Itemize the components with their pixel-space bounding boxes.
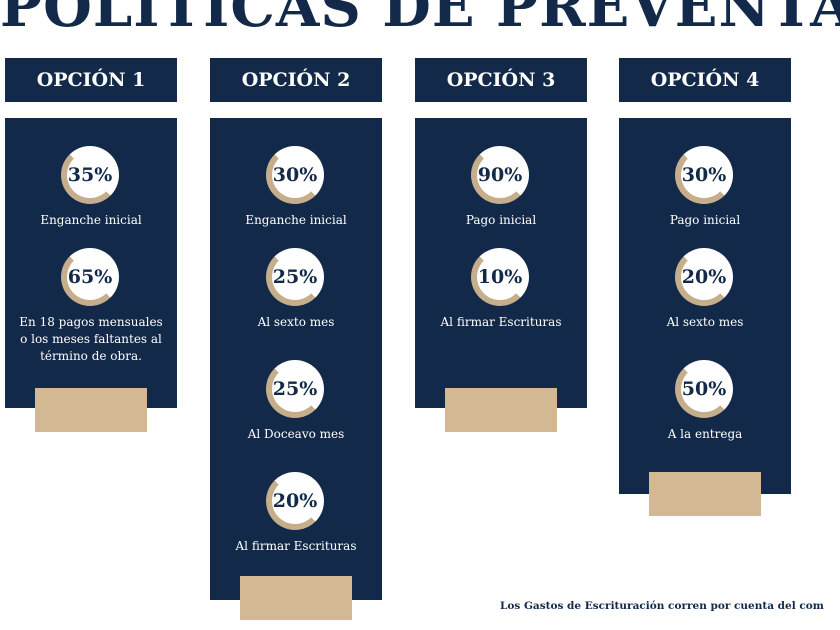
item-label: Enganche inicial [245, 213, 347, 227]
item-label: Pago inicial [669, 213, 741, 227]
option-3-item-2: 10% Al firmar Escrituras [415, 248, 587, 348]
item-label: En 18 pagos mensuales o los meses faltan… [19, 315, 163, 363]
option-2-item-3: 25% Al Doceavo mes [210, 360, 382, 460]
option-2-tan-button[interactable] [240, 576, 352, 620]
option-2-column: OPCIÓN 2 30% Enganche inicial 25% Al sex… [210, 58, 382, 620]
footer-note: Los Gastos de Escrituración corren por c… [500, 600, 824, 612]
percent-circle: 20% [675, 248, 733, 306]
percent-circle: 65% [61, 248, 119, 306]
option-3-header: OPCIÓN 3 [415, 58, 587, 102]
item-label: Al sexto mes [666, 315, 744, 329]
option-4-item-2: 20% Al sexto mes [619, 248, 791, 348]
percent-circle: 25% [266, 360, 324, 418]
item-label: A la entrega [667, 427, 743, 441]
option-4-tan-button[interactable] [649, 472, 761, 516]
percent-circle: 10% [471, 248, 529, 306]
percent-circle: 30% [675, 146, 733, 204]
item-label: Al Doceavo mes [247, 427, 345, 441]
option-1-column: OPCIÓN 1 35% Enganche inicial 65% En 18 … [5, 58, 177, 438]
option-3-tan-button[interactable] [445, 388, 557, 432]
item-label: Al firmar Escrituras [235, 539, 357, 553]
option-4-item-1: 30% Pago inicial [619, 146, 791, 246]
option-2-header: OPCIÓN 2 [210, 58, 382, 102]
option-4-header: OPCIÓN 4 [619, 58, 791, 102]
percent-circle: 35% [61, 146, 119, 204]
option-1-item-2: 65% En 18 pagos mensuales o los meses fa… [5, 248, 177, 363]
option-1-tan-button[interactable] [35, 388, 147, 432]
item-label: Pago inicial [465, 213, 537, 227]
option-2-item-4: 20% Al firmar Escrituras [210, 472, 382, 572]
percent-circle: 50% [675, 360, 733, 418]
percent-circle: 25% [266, 248, 324, 306]
option-4-item-3: 50% A la entrega [619, 360, 791, 460]
option-2-item-1: 30% Enganche inicial [210, 146, 382, 246]
item-label: Al sexto mes [257, 315, 335, 329]
item-label: Al firmar Escrituras [440, 315, 562, 329]
option-1-item-1: 35% Enganche inicial [5, 146, 177, 246]
option-3-item-1: 90% Pago inicial [415, 146, 587, 246]
option-1-header: OPCIÓN 1 [5, 58, 177, 102]
option-4-column: OPCIÓN 4 30% Pago inicial 20% Al sexto m… [619, 58, 791, 518]
percent-circle: 90% [471, 146, 529, 204]
item-label: Enganche inicial [40, 213, 142, 227]
percent-circle: 20% [266, 472, 324, 530]
page-title: POLÍTICAS DE PREVENTA [0, 0, 840, 40]
option-3-column: OPCIÓN 3 90% Pago inicial 10% Al firmar … [415, 58, 587, 438]
percent-circle: 30% [266, 146, 324, 204]
option-2-item-2: 25% Al sexto mes [210, 248, 382, 348]
